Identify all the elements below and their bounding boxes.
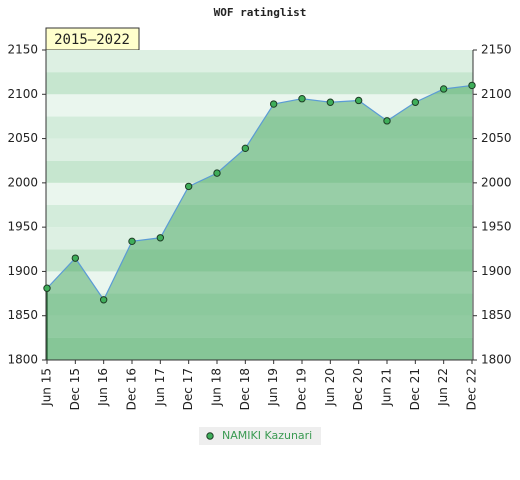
badge-text: 2015–2022: [54, 32, 130, 48]
x-tick-label: Jun 18: [210, 368, 224, 407]
legend-box: [199, 427, 321, 445]
marker: [354, 96, 363, 105]
marker: [383, 117, 391, 125]
marker: [439, 85, 448, 93]
marker: [269, 100, 278, 108]
y-tick-label: 2000: [7, 175, 38, 189]
y-tick-label: 1900: [7, 264, 38, 278]
marker: [411, 98, 420, 106]
x-tick-label: Dec 19: [295, 368, 309, 410]
marker: [99, 296, 108, 304]
chart-title: WOF ratinglist: [214, 6, 307, 19]
x-tick-label: Jun 20: [323, 368, 337, 407]
x-tick-label: Dec 17: [181, 368, 195, 410]
marker: [156, 234, 165, 242]
x-tick-label: Jun 15: [40, 368, 54, 407]
x-tick-label: Jun 16: [96, 368, 110, 407]
y2-tick-label: 1900: [481, 264, 512, 278]
y2-tick-label: 2050: [481, 131, 512, 145]
area: [47, 85, 472, 360]
marker: [184, 182, 193, 191]
y2-tick-label: 1850: [481, 308, 512, 322]
x-tick-label: Dec 15: [68, 368, 82, 410]
y-tick-label: 1950: [7, 220, 38, 234]
marker: [326, 98, 335, 106]
y2-tick-label: 1950: [481, 220, 512, 234]
marker: [43, 284, 51, 292]
line: [46, 84, 473, 301]
y-tick-label: 1850: [7, 308, 38, 322]
grid-band: [46, 50, 473, 73]
legend-label: NAMIKI Kazunari: [222, 429, 312, 442]
y-tick-label: 2100: [7, 87, 38, 101]
y-tick-label: 1800: [7, 353, 38, 367]
y-tick-label: 2050: [7, 131, 38, 145]
x-tick-label: Jun 19: [266, 368, 280, 407]
x-tick-label: Dec 21: [408, 368, 422, 410]
y-tick-label: 2150: [7, 43, 38, 57]
x-tick-label: Jun 22: [436, 368, 450, 407]
period-badge: 2015–2022: [45, 27, 140, 51]
x-tick-label: Dec 22: [465, 368, 479, 410]
marker: [128, 237, 136, 246]
marker: [241, 144, 250, 153]
legend: NAMIKI Kazunari: [199, 427, 321, 445]
y2-tick-label: 2000: [481, 175, 512, 189]
y2-tick-label: 2100: [481, 87, 512, 101]
x-tick-label: Dec 16: [125, 368, 139, 410]
marker: [71, 254, 80, 262]
x-tick-label: Jun 21: [380, 368, 394, 407]
marker: [298, 95, 306, 103]
x-tick-label: Dec 18: [238, 368, 252, 410]
marker: [213, 169, 221, 177]
grid-band: [46, 72, 473, 95]
marker: [468, 81, 476, 90]
x-tick-label: Jun 17: [153, 368, 167, 407]
y2-tick-label: 2150: [481, 43, 512, 57]
y2-tick-label: 1800: [481, 353, 512, 367]
legend-marker: [206, 432, 214, 440]
x-tick-label: Dec 20: [351, 368, 365, 410]
